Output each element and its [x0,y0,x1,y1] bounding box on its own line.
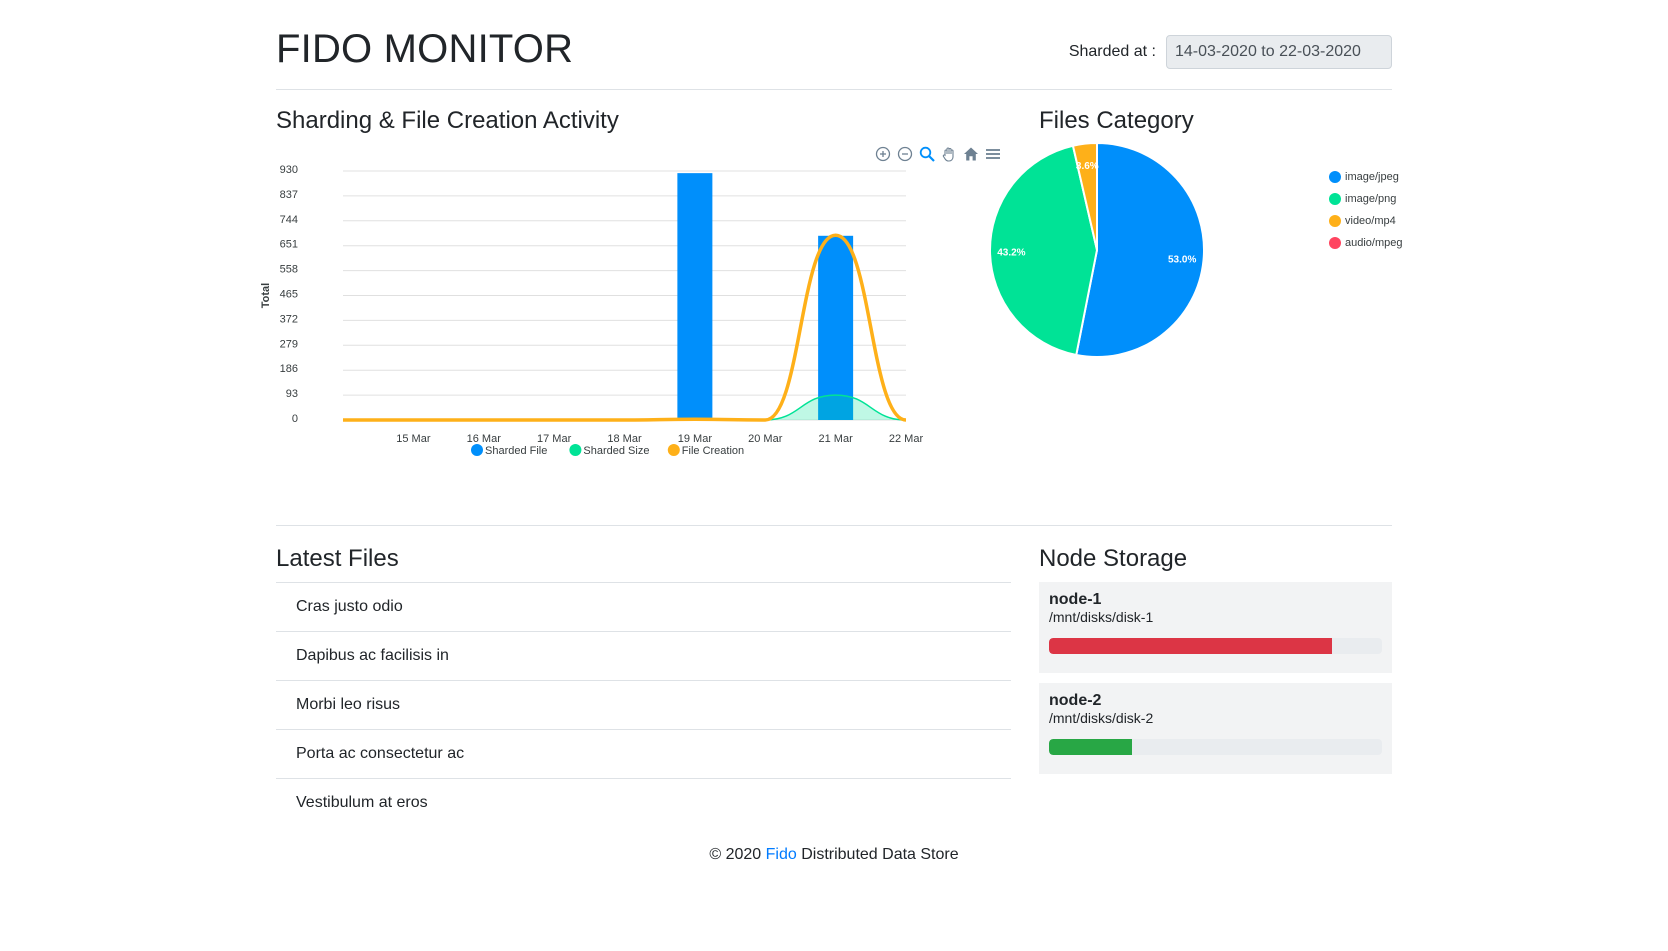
y-tick-label: 186 [280,363,298,375]
sharded-label: Sharded at : [1068,43,1156,60]
legend-marker [1329,237,1341,249]
pie-slice-label: 3.6% [1076,161,1099,172]
file-list-item[interactable]: Vestibulum at eros [276,778,1011,827]
x-tick-label: 22 Mar [889,433,924,445]
page-container: FIDO MONITOR Sharded at : Sharding & Fil… [260,0,1403,863]
file-list-item[interactable]: Morbi leo risus [276,680,1011,729]
y-tick-label: 279 [280,338,298,350]
activity-title: Sharding & File Creation Activity [276,107,619,134]
pan-hand-icon[interactable] [940,145,957,162]
pie-slice [1075,141,1205,358]
pie-slice-label: 43.2% [997,247,1025,258]
pie-legend-item[interactable]: image/png [1329,188,1403,210]
pie-legend-label: video/mp4 [1345,215,1396,227]
storage-progress-bar [1049,638,1382,654]
legend-marker [471,444,483,456]
x-tick-label: 18 Mar [607,433,642,445]
pie-legend-label: image/png [1345,193,1397,205]
legend-label: File Creation [682,445,744,457]
y-axis-title: Total [260,283,272,308]
footer-fido-link[interactable]: Fido [765,846,797,863]
pie-slice [1071,141,1098,251]
pie-legend-label: image/jpeg [1345,171,1399,183]
storage-progress-fill [1049,739,1133,755]
date-range-input[interactable] [1166,35,1392,69]
y-tick-label: 744 [280,214,298,226]
pie-legend: image/jpeg image/png video/mp4 audio/mpe… [1329,166,1403,254]
pie-legend-label: audio/mpeg [1345,237,1403,249]
file-list-item[interactable]: Dapibus ac facilisis in [276,631,1011,680]
latest-files-list: Cras justo odio Dapibus ac facilisis in … [276,582,1011,827]
footer-copyright: © 2020 [709,846,762,863]
x-tick-label: 17 Mar [537,433,572,445]
legend-label: Sharded File [485,445,547,457]
pie-legend-item[interactable]: video/mp4 [1329,210,1403,232]
legend-marker [1329,193,1341,205]
y-tick-label: 837 [280,189,298,201]
y-tick-label: 558 [280,264,298,276]
file-list-item[interactable]: Cras justo odio [276,582,1011,631]
files-category-pie: 53.0% 43.2% 3.6% [989,141,1205,358]
selection-zoom-icon[interactable] [918,145,935,162]
pie-slice-label: 53.0% [1168,254,1196,265]
x-tick-label: 21 Mar [819,433,854,445]
chart-toolbar [874,145,1001,162]
legend-marker [569,444,582,456]
zoom-in-icon[interactable] [874,145,891,162]
line-file-creation [342,233,907,422]
node-storage-title: Node Storage [1039,545,1188,572]
reset-home-icon[interactable] [962,145,979,162]
pie-legend-item[interactable]: image/jpeg [1329,166,1403,188]
y-tick-label: 93 [286,388,298,400]
legend-marker [667,444,680,456]
legend-label: Sharded Size [583,445,649,457]
header: FIDO MONITOR Sharded at : [276,0,1392,90]
app-title: FIDO MONITOR [276,27,574,71]
x-tick-label: 19 Mar [678,433,713,445]
legend-marker [1329,171,1341,183]
node-name: node-2 [1049,692,1102,709]
node-card-2: node-2 /mnt/disks/disk-2 [1039,683,1392,774]
storage-progress-fill [1049,638,1333,654]
y-tick-label: 372 [280,313,298,325]
bar-sharded-file [818,235,854,420]
x-tick-label: 16 Mar [467,433,502,445]
latest-files-title: Latest Files [276,545,399,572]
node-path: /mnt/disks/disk-1 [1049,609,1154,625]
y-tick-label: 930 [280,164,298,176]
category-title: Files Category [1039,107,1194,134]
footer: © 2020 Fido Distributed Data Store [276,846,1392,864]
x-tick-label: 15 Mar [396,433,431,445]
bar-sharded-file [677,173,713,420]
file-list-item[interactable]: Porta ac consectetur ac [276,729,1011,778]
storage-progress-bar [1049,739,1382,755]
section-divider [276,525,1392,526]
footer-tagline: Distributed Data Store [801,846,959,863]
menu-icon[interactable] [984,145,1001,162]
y-tick-label: 0 [292,413,298,425]
y-tick-label: 465 [280,289,298,301]
area-sharded-size [343,395,906,420]
zoom-out-icon[interactable] [896,145,913,162]
node-path: /mnt/disks/disk-2 [1049,710,1154,726]
legend-marker [1329,215,1341,227]
sharded-filter: Sharded at : [1069,35,1392,69]
y-tick-label: 651 [280,239,298,251]
node-name: node-1 [1049,591,1102,608]
pie-slice [989,144,1099,357]
node-card-1: node-1 /mnt/disks/disk-1 [1039,582,1392,673]
pie-legend-item[interactable]: audio/mpeg [1329,232,1403,254]
x-tick-label: 20 Mar [748,433,783,445]
